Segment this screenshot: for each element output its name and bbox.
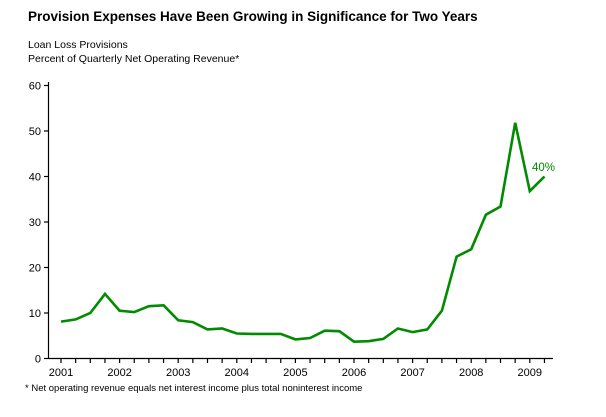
y-tick-label: 30 xyxy=(29,217,41,229)
x-year-label: 2006 xyxy=(342,367,366,379)
chart-subtitle-line1: Loan Loss Provisions xyxy=(28,39,128,51)
provision-line xyxy=(60,122,546,344)
x-year-label: 2007 xyxy=(400,367,424,379)
y-tick-label: 0 xyxy=(35,354,41,366)
x-year-label: 2002 xyxy=(107,367,131,379)
chart-footnote: * Net operating revenue equals net inter… xyxy=(25,383,363,394)
x-year-label: 2004 xyxy=(225,367,249,379)
x-year-label: 2009 xyxy=(518,367,542,379)
y-tick-label: 40 xyxy=(29,172,41,184)
y-tick-label: 60 xyxy=(29,81,41,93)
x-year-label: 2008 xyxy=(459,367,483,379)
chart-title: Provision Expenses Have Been Growing in … xyxy=(28,9,478,24)
y-tick-label: 20 xyxy=(29,263,41,275)
chart-subtitle-line2: Percent of Quarterly Net Operating Reven… xyxy=(28,53,240,65)
y-tick-label: 10 xyxy=(29,308,41,320)
x-year-label: 2001 xyxy=(49,367,73,379)
end-value-label: 40% xyxy=(532,162,555,174)
x-year-label: 2003 xyxy=(166,367,190,379)
x-year-label: 2005 xyxy=(283,367,307,379)
y-tick-label: 50 xyxy=(29,126,41,138)
